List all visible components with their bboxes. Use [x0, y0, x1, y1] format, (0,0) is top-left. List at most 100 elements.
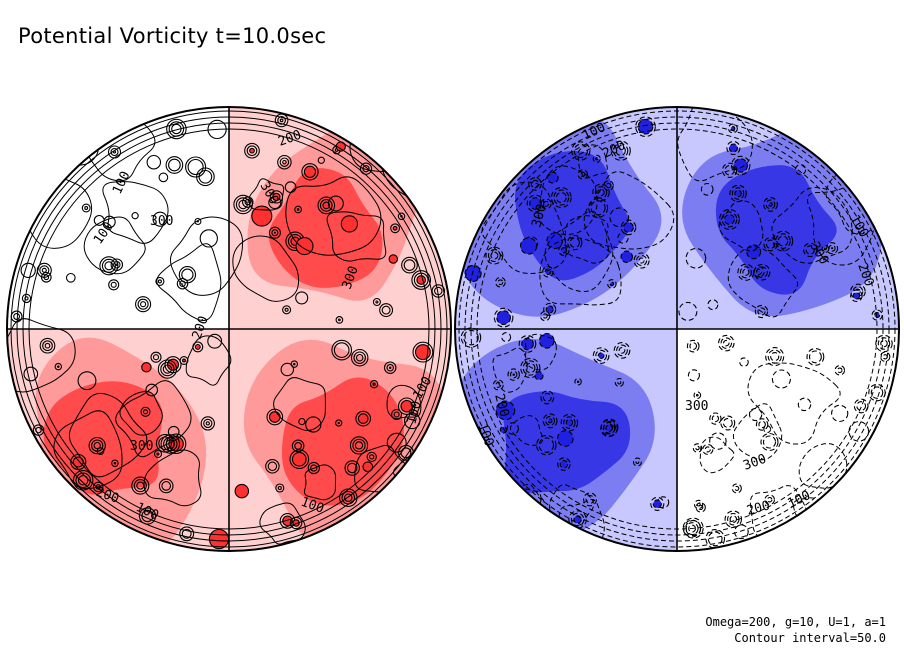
contour-ring — [577, 169, 588, 180]
contour-ring — [108, 279, 120, 291]
contour-ring — [182, 358, 186, 363]
contour-ring — [155, 276, 165, 286]
contour-ring — [163, 436, 178, 452]
contour-ring — [397, 397, 416, 415]
contour-ring — [279, 118, 284, 123]
contour-ring — [574, 377, 582, 386]
contour-ring — [571, 141, 591, 161]
contour-ring — [563, 416, 576, 429]
contour-ring — [734, 524, 749, 540]
contour-ring — [65, 272, 76, 283]
contour-ring — [161, 481, 172, 491]
contour-ring — [372, 297, 381, 307]
contour-line — [544, 210, 614, 293]
contour-ring — [414, 344, 431, 361]
contour-ring — [652, 499, 662, 509]
contour-ring — [54, 362, 63, 371]
contour-ring — [298, 417, 306, 426]
contour-ring — [731, 483, 742, 494]
shade-band — [268, 168, 383, 288]
contour-ring — [165, 439, 176, 449]
contour-ring — [275, 483, 285, 493]
contour-ring — [322, 201, 331, 210]
contour-ring — [877, 337, 891, 350]
contour-ring — [682, 517, 704, 539]
contour-ring — [487, 249, 501, 263]
contour-ring — [695, 445, 700, 451]
contour-ring — [133, 479, 147, 493]
contour-ring — [291, 451, 307, 467]
left-quadrant-top-left — [7, 107, 244, 329]
contour-ring — [709, 432, 727, 450]
contour-ring — [755, 418, 769, 431]
contour-ring — [756, 266, 768, 279]
contour-ring — [583, 492, 597, 507]
contour-ring — [176, 277, 189, 290]
contour-ring — [338, 318, 341, 322]
contour-ring — [506, 422, 519, 435]
contour-ring — [727, 123, 738, 134]
contour-ring — [268, 226, 281, 239]
contour-label: 300 — [150, 214, 173, 229]
contour-ring — [44, 342, 51, 349]
contour-line — [83, 216, 146, 275]
contour-ring — [753, 266, 765, 278]
contour-ring — [565, 418, 574, 427]
contour-ring — [137, 298, 149, 310]
contour-ring — [113, 260, 121, 269]
contour-ring — [400, 399, 413, 413]
contour-label: 200 — [745, 498, 772, 519]
contour-ring — [135, 296, 152, 313]
contour-ring — [616, 344, 628, 357]
contour-ring — [559, 459, 569, 469]
contour-ring — [831, 247, 834, 250]
contour-ring — [141, 362, 152, 373]
contour-ring — [331, 339, 353, 361]
contour-ring — [711, 414, 720, 423]
contour-line — [285, 176, 382, 256]
contour-ring — [381, 305, 391, 315]
contour-ring — [538, 437, 555, 453]
contour-ring — [246, 145, 258, 157]
contour-ring — [244, 142, 260, 159]
contour-ring — [603, 180, 614, 191]
contour-ring — [758, 420, 766, 429]
contour-ring — [383, 361, 397, 374]
contour-ring — [349, 436, 369, 455]
shade-band — [43, 381, 163, 495]
contour-ring — [75, 472, 91, 489]
contour-ring — [41, 267, 47, 273]
contour-ring — [695, 502, 706, 513]
contour-ring — [303, 165, 317, 178]
contour-ring — [42, 340, 53, 352]
contour-ring — [709, 412, 722, 425]
contour-ring — [576, 380, 580, 383]
contour-ring — [199, 229, 218, 248]
contour-ring — [277, 116, 286, 125]
contour-line — [119, 390, 163, 436]
contour-ring — [850, 289, 863, 303]
contour-ring — [760, 432, 779, 452]
contour-line — [273, 377, 326, 432]
contour-ring — [294, 442, 302, 450]
contour-line — [699, 436, 735, 474]
contour-ring — [157, 279, 162, 284]
contour-ring — [110, 281, 117, 288]
contour-ring — [525, 362, 536, 374]
contour-ring — [110, 147, 119, 157]
contour-ring — [185, 156, 207, 178]
contour-ring — [592, 154, 601, 163]
contour-ring — [765, 199, 776, 210]
contour-ring — [327, 195, 344, 212]
contour-label: 300 — [529, 202, 550, 229]
contour-ring — [635, 116, 656, 138]
contour-ring — [520, 357, 541, 379]
contour-ring — [88, 436, 106, 455]
contour-ring — [317, 196, 336, 215]
contour-ring — [138, 507, 157, 525]
contour-ring — [495, 400, 516, 421]
contour-ring — [707, 531, 723, 547]
contour-ring — [152, 211, 168, 227]
contour-ring — [386, 432, 407, 453]
contour-line — [727, 246, 798, 318]
